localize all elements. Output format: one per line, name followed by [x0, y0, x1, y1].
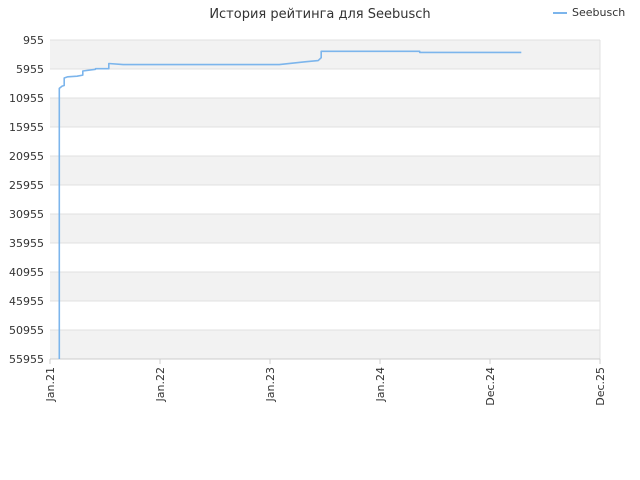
y-tick-label: 20955: [9, 150, 44, 163]
y-tick-label: 50955: [9, 324, 44, 337]
plot-band: [50, 214, 600, 243]
y-tick-label: 45955: [9, 295, 44, 308]
y-tick-label: 10955: [9, 92, 44, 105]
grid-lines: [50, 39, 601, 360]
x-tick-label: Dec.25: [594, 367, 607, 406]
y-tick-label: 5955: [16, 63, 44, 76]
plot-bands: [50, 40, 600, 359]
series-line-seebusch: [58, 50, 522, 359]
y-tick-label: 35955: [9, 237, 44, 250]
plot-band: [50, 243, 600, 272]
plot-band: [50, 330, 600, 359]
plot-band: [50, 98, 600, 127]
x-tick-label: Jan.24: [374, 367, 387, 402]
x-axis: Jan.21 Jan.22 Jan.23 Jan.24 Dec.24 Dec.25: [44, 359, 607, 406]
plot-band: [50, 127, 600, 156]
series-layer: [58, 50, 522, 359]
y-tick-label: 40955: [9, 266, 44, 279]
y-tick-label: 25955: [9, 179, 44, 192]
y-axis: 955 5955 10955 15955 20955 25955 30955 35955 409…: [9, 34, 44, 366]
plot-band: [50, 301, 600, 330]
plot-band: [50, 69, 600, 98]
y-tick-label: 30955: [9, 208, 44, 221]
legend-label: Seebusch: [572, 6, 625, 19]
y-tick-label: 55955: [9, 353, 44, 366]
x-tick-label: Jan.23: [264, 367, 277, 402]
plot-band: [50, 156, 600, 185]
y-tick-label: 15955: [9, 121, 44, 134]
x-tick-label: Jan.21: [44, 367, 57, 402]
legend[interactable]: Seebusch: [553, 6, 625, 19]
plot-band: [50, 272, 600, 301]
plot-band: [50, 185, 600, 214]
x-tick-label: Jan.22: [154, 367, 167, 402]
x-tick-label: Dec.24: [484, 367, 497, 406]
chart-title: История рейтинга для Seebusch: [209, 7, 430, 22]
y-tick-label: 955: [23, 34, 44, 47]
